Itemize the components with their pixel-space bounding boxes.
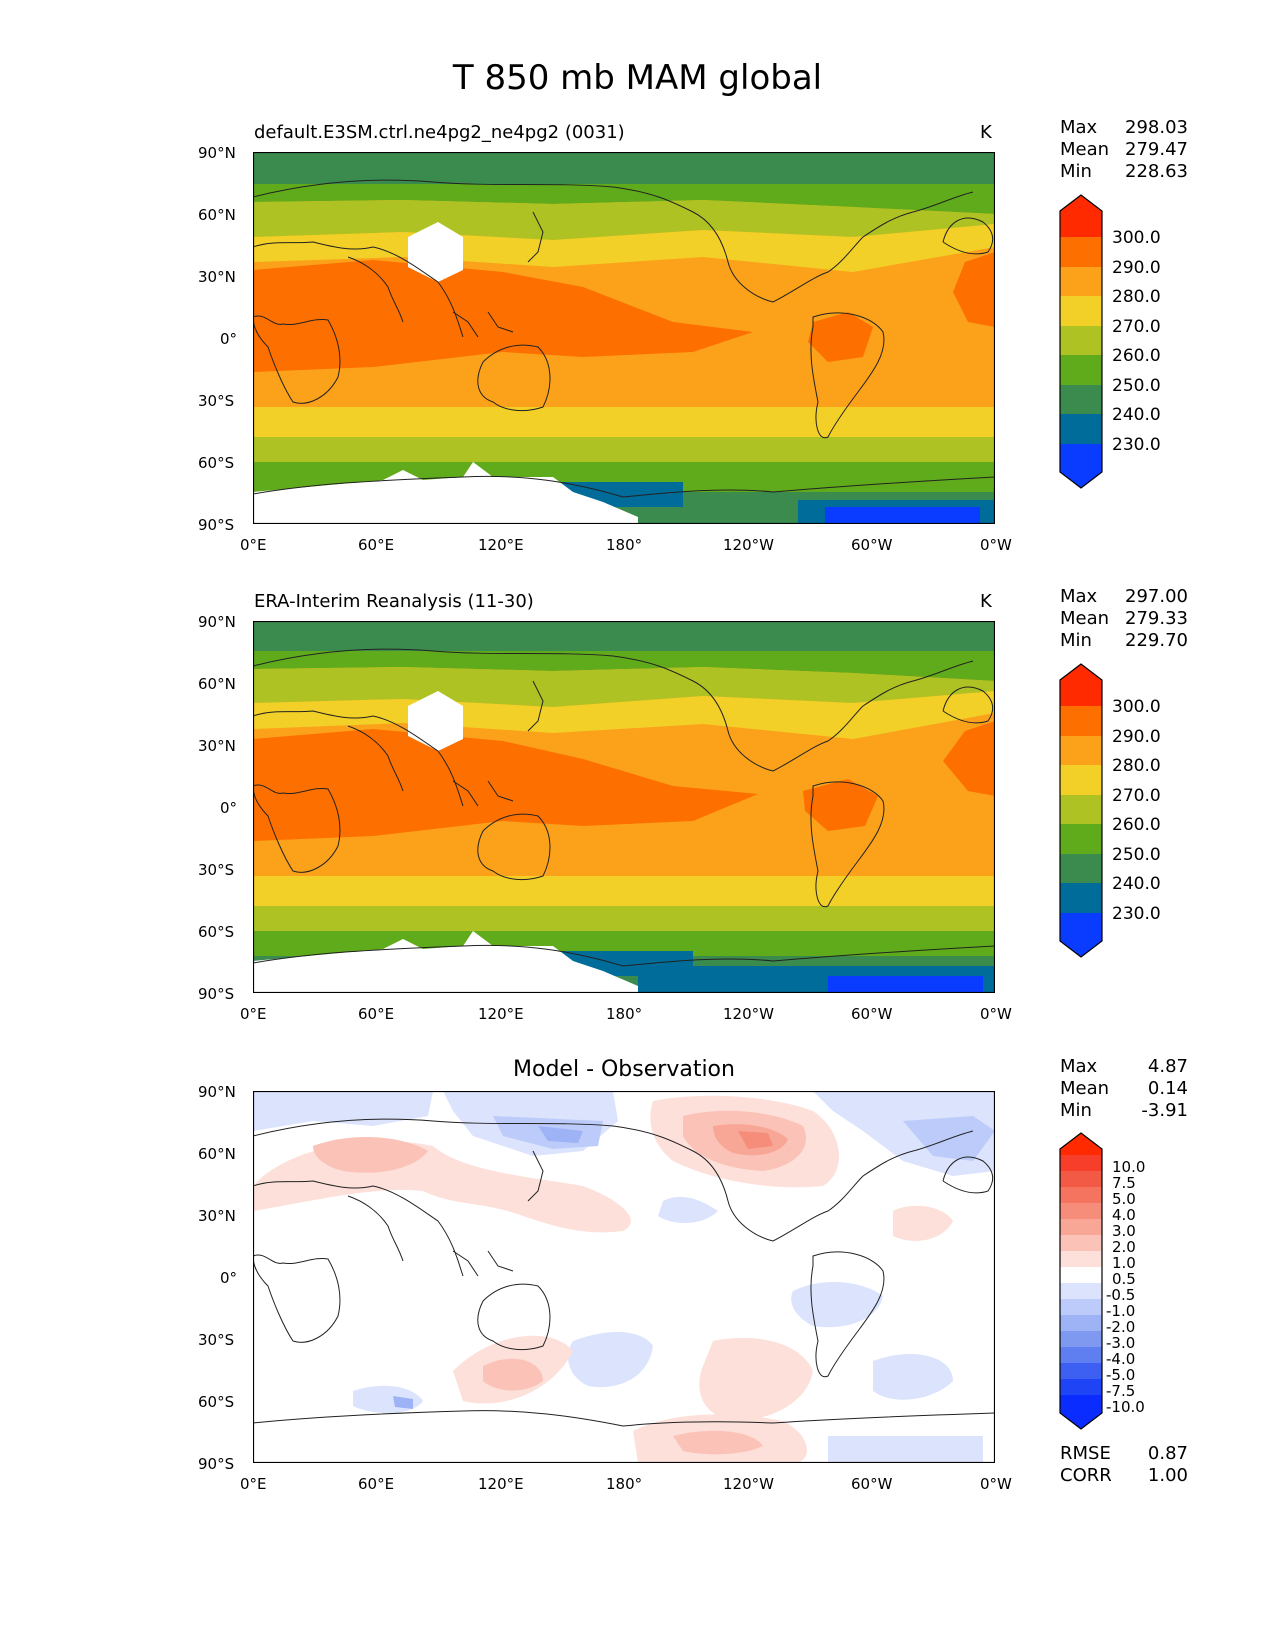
- lon-tick: 60°W: [851, 1475, 893, 1493]
- colorbar-label: -5.0: [1106, 1366, 1136, 1384]
- colorbar-label: 230.0: [1112, 435, 1161, 455]
- lon-tick: 180°: [606, 536, 643, 554]
- lat-tick: 90°S: [198, 516, 235, 534]
- lon-tick: 120°W: [723, 536, 774, 554]
- colorbar-label: 230.0: [1112, 904, 1161, 924]
- lat-tick: 30°N: [198, 1207, 236, 1225]
- colorbar-label: 250.0: [1112, 376, 1161, 396]
- lat-tick: 90°S: [198, 1455, 235, 1473]
- colorbar-label: 260.0: [1112, 815, 1161, 835]
- colorbar-label: 280.0: [1112, 287, 1161, 307]
- lat-tick: 30°S: [198, 1331, 235, 1349]
- lat-tick: 30°S: [198, 861, 235, 879]
- panel2-map: [253, 621, 995, 993]
- missing-data-tibet: [408, 222, 463, 282]
- lat-tick: 90°N: [198, 613, 236, 631]
- lat-tick: 60°N: [198, 1145, 236, 1163]
- panel1-map: [253, 152, 995, 524]
- colorbar-label: 300.0: [1112, 228, 1161, 248]
- colorbar-label: -2.0: [1106, 1318, 1136, 1336]
- coastlines: [253, 179, 995, 498]
- lat-tick: 90°N: [198, 1083, 236, 1101]
- colorbar-label: -0.5: [1106, 1286, 1136, 1304]
- panel2-stats: Max 297.00 Mean 279.33 Min 229.70: [1060, 586, 1188, 651]
- lat-tick: 30°N: [198, 268, 236, 286]
- lon-tick: 120°E: [478, 536, 524, 554]
- lat-tick: 0°: [220, 330, 238, 348]
- lon-tick: 0°E: [240, 1475, 267, 1493]
- lon-tick: 120°W: [723, 1475, 774, 1493]
- colorbar-label: 2.0: [1112, 1238, 1136, 1256]
- panel1-units: K: [980, 122, 992, 143]
- colorbar-label: 300.0: [1112, 697, 1161, 717]
- lon-tick: 60°E: [358, 1005, 395, 1023]
- panel3-stats: Max 4.87 Mean 0.14 Min -3.91: [1060, 1056, 1188, 1121]
- colorbar-label: 280.0: [1112, 756, 1161, 776]
- lon-tick: 0°W: [980, 1005, 1012, 1023]
- panel3-metrics: RMSE 0.87 CORR 1.00: [1060, 1443, 1188, 1486]
- lon-tick: 180°: [606, 1005, 643, 1023]
- lat-tick: 60°N: [198, 675, 236, 693]
- lon-tick: 60°E: [358, 1475, 395, 1493]
- lat-tick: 90°S: [198, 985, 235, 1003]
- colorbar-label: -7.5: [1106, 1382, 1136, 1400]
- lon-tick: 120°E: [478, 1475, 524, 1493]
- colorbar-label: 270.0: [1112, 317, 1161, 337]
- colorbar-label: 4.0: [1112, 1206, 1136, 1224]
- panel2-colorbar: [1059, 663, 1103, 958]
- lon-tick: 0°E: [240, 1005, 267, 1023]
- panel2-units: K: [980, 591, 992, 612]
- panel1-stats: Max 298.03 Mean 279.47 Min 228.63: [1060, 117, 1188, 182]
- colorbar-label: 270.0: [1112, 786, 1161, 806]
- colorbar-label: 290.0: [1112, 727, 1161, 747]
- colorbar-label: 290.0: [1112, 258, 1161, 278]
- lon-tick: 120°E: [478, 1005, 524, 1023]
- figure-title: T 850 mb MAM global: [452, 58, 823, 98]
- colorbar-label: 3.0: [1112, 1222, 1136, 1240]
- lon-tick: 120°W: [723, 1005, 774, 1023]
- colorbar-label: -10.0: [1106, 1398, 1145, 1416]
- colorbar-label: -3.0: [1106, 1334, 1136, 1352]
- lat-tick: 30°S: [198, 392, 235, 410]
- lon-tick: 60°W: [851, 536, 893, 554]
- lat-tick: 0°: [220, 799, 238, 817]
- lat-tick: 30°N: [198, 737, 236, 755]
- colorbar-label: -4.0: [1106, 1350, 1136, 1368]
- colorbar-label: 5.0: [1112, 1190, 1136, 1208]
- lon-tick: 0°E: [240, 536, 267, 554]
- lon-tick: 60°E: [358, 536, 395, 554]
- colorbar-label: 260.0: [1112, 346, 1161, 366]
- panel1-colorbar: [1059, 194, 1103, 489]
- colorbar-label: 250.0: [1112, 845, 1161, 865]
- lon-tick: 0°W: [980, 536, 1012, 554]
- lat-tick: 60°S: [198, 1393, 235, 1411]
- panel2-title: ERA-Interim Reanalysis (11-30): [254, 591, 534, 612]
- lon-tick: 0°W: [980, 1475, 1012, 1493]
- colorbar-label: 1.0: [1112, 1254, 1136, 1272]
- lat-tick: 90°N: [198, 144, 236, 162]
- colorbar-label: 7.5: [1112, 1174, 1136, 1192]
- panel3-map: [253, 1091, 995, 1463]
- lat-tick: 0°: [220, 1269, 238, 1287]
- colorbar-label: 240.0: [1112, 405, 1161, 425]
- lon-tick: 180°: [606, 1475, 643, 1493]
- lat-tick: 60°S: [198, 923, 235, 941]
- panel3-colorbar: [1059, 1132, 1103, 1430]
- lat-tick: 60°N: [198, 206, 236, 224]
- lat-tick: 60°S: [198, 454, 235, 472]
- lon-tick: 60°W: [851, 1005, 893, 1023]
- band-arctic: [253, 152, 995, 184]
- panel1-title: default.E3SM.ctrl.ne4pg2_ne4pg2 (0031): [254, 122, 625, 143]
- colorbar-label: -1.0: [1106, 1302, 1136, 1320]
- panel3-title: Model - Observation: [513, 1057, 735, 1082]
- colorbar-label: 0.5: [1112, 1270, 1136, 1288]
- colorbar-label: 10.0: [1112, 1158, 1146, 1176]
- colorbar-label: 240.0: [1112, 874, 1161, 894]
